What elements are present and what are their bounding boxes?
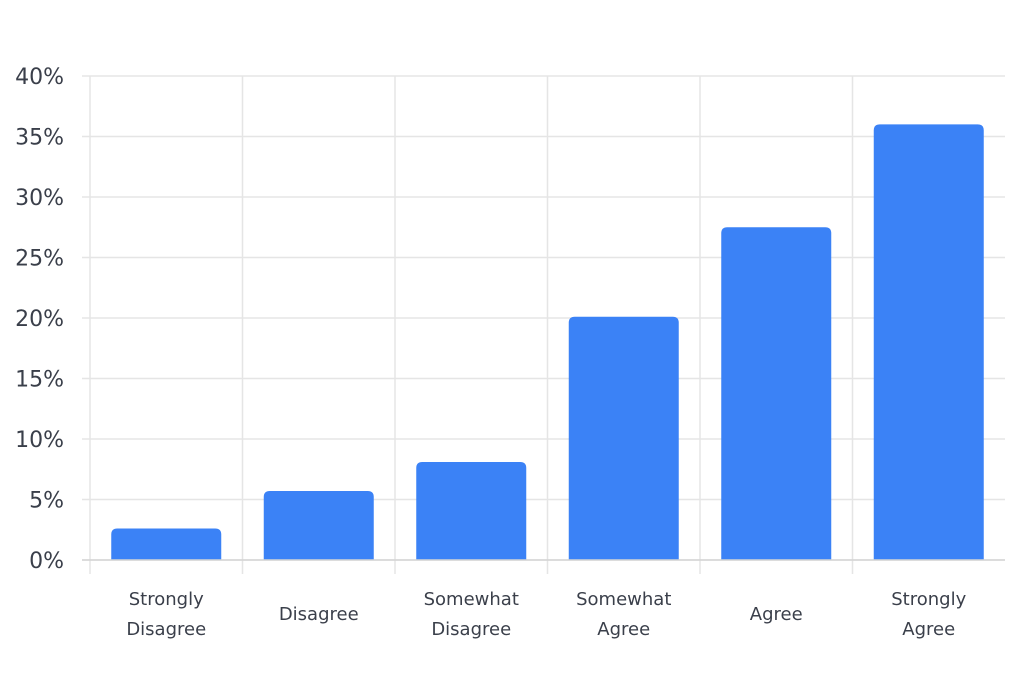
y-tick-label: 20% [15,307,64,332]
y-tick-label: 5% [29,489,64,514]
bar [721,227,832,560]
x-tick-label: Agree [750,604,803,625]
y-tick-label: 0% [29,549,64,574]
bar [111,528,222,560]
y-tick-label: 35% [15,126,64,151]
bar [416,461,527,560]
x-tick-label: Somewhat [576,589,671,610]
bar [263,491,374,560]
x-tick-label: Disagree [126,619,206,640]
x-tick-label: Strongly [891,589,966,610]
y-tick-label: 30% [15,186,64,211]
x-tick-label: Disagree [279,604,359,625]
bar [568,316,679,560]
y-tick-label: 25% [15,247,64,272]
bar [873,124,984,561]
x-tick-label: Agree [597,619,650,640]
x-tick-label: Disagree [431,619,511,640]
x-tick-label: Strongly [129,589,204,610]
x-tick-label: Somewhat [424,589,519,610]
y-tick-label: 15% [15,368,64,393]
y-tick-label: 40% [15,65,64,90]
x-tick-label: Agree [902,619,955,640]
y-tick-label: 10% [15,428,64,453]
